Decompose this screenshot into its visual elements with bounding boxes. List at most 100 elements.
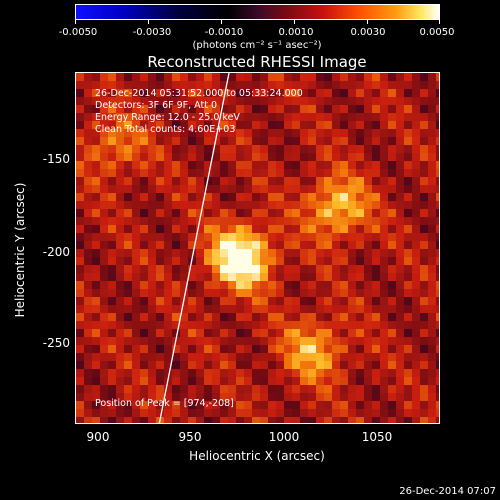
info-clean-counts: Clean Total counts: 4.60E+03 bbox=[95, 124, 236, 135]
heatmap-cell bbox=[316, 377, 324, 385]
heatmap-cell bbox=[276, 385, 284, 393]
heatmap-cell bbox=[108, 193, 116, 201]
heatmap-cell bbox=[212, 369, 220, 377]
heatmap-cell bbox=[140, 121, 148, 129]
heatmap-cell bbox=[220, 153, 228, 161]
heatmap-cell bbox=[340, 257, 348, 265]
heatmap-cell bbox=[380, 417, 388, 423]
heatmap-cell bbox=[324, 409, 332, 417]
heatmap-cell bbox=[164, 281, 172, 289]
heatmap-cell bbox=[260, 409, 268, 417]
heatmap-cell bbox=[412, 297, 420, 305]
heatmap-cell bbox=[236, 265, 244, 273]
heatmap-cell bbox=[196, 329, 204, 337]
heatmap-cell bbox=[100, 409, 108, 417]
heatmap-cell bbox=[404, 305, 412, 313]
heatmap-cell bbox=[372, 337, 380, 345]
heatmap-cell bbox=[76, 185, 84, 193]
heatmap-cell bbox=[340, 281, 348, 289]
heatmap-cell bbox=[124, 281, 132, 289]
heatmap-cell bbox=[372, 345, 380, 353]
heatmap-cell bbox=[364, 305, 372, 313]
heatmap-cell bbox=[236, 169, 244, 177]
heatmap-cell bbox=[308, 153, 316, 161]
heatmap-cell bbox=[76, 225, 84, 233]
heatmap-cell bbox=[396, 417, 404, 423]
heatmap-cell bbox=[324, 313, 332, 321]
heatmap-cell bbox=[100, 297, 108, 305]
heatmap-cell bbox=[76, 257, 84, 265]
heatmap-cell bbox=[236, 377, 244, 385]
heatmap-cell bbox=[156, 233, 164, 241]
heatmap-cell bbox=[212, 121, 220, 129]
heatmap-cell bbox=[404, 201, 412, 209]
heatmap-cell bbox=[148, 161, 156, 169]
heatmap-cell bbox=[172, 369, 180, 377]
heatmap-cell bbox=[132, 97, 140, 105]
heatmap-cell bbox=[164, 297, 172, 305]
heatmap-cell bbox=[92, 313, 100, 321]
heatmap-cell bbox=[364, 401, 372, 409]
heatmap-cell bbox=[156, 273, 164, 281]
heatmap-cell bbox=[348, 393, 356, 401]
heatmap-cell bbox=[124, 265, 132, 273]
heatmap-cell bbox=[292, 257, 300, 265]
heatmap-cell bbox=[428, 241, 436, 249]
heatmap-cell bbox=[276, 329, 284, 337]
heatmap-cell bbox=[204, 313, 212, 321]
heatmap-cell bbox=[156, 409, 164, 417]
heatmap-cell bbox=[316, 273, 324, 281]
heatmap-cell bbox=[100, 313, 108, 321]
heatmap-cell bbox=[396, 393, 404, 401]
heatmap-cell bbox=[292, 89, 300, 97]
heatmap-cell bbox=[332, 121, 340, 129]
heatmap-cell bbox=[372, 145, 380, 153]
heatmap-cell bbox=[220, 313, 228, 321]
heatmap-cell bbox=[324, 353, 332, 361]
heatmap-cell bbox=[292, 185, 300, 193]
heatmap-cell bbox=[164, 305, 172, 313]
heatmap-cell bbox=[316, 313, 324, 321]
heatmap-cell bbox=[332, 417, 340, 423]
heatmap-cell bbox=[236, 289, 244, 297]
heatmap-cell bbox=[244, 185, 252, 193]
heatmap-cell bbox=[252, 409, 260, 417]
heatmap-cell bbox=[108, 169, 116, 177]
heatmap-cell bbox=[436, 409, 439, 417]
heatmap-cell bbox=[404, 97, 412, 105]
heatmap-cell bbox=[116, 113, 124, 121]
heatmap-cell bbox=[140, 361, 148, 369]
heatmap-cell bbox=[364, 153, 372, 161]
heatmap-cell bbox=[428, 417, 436, 423]
heatmap-cell bbox=[244, 273, 252, 281]
heatmap-cell bbox=[140, 73, 148, 81]
heatmap-cell bbox=[340, 401, 348, 409]
heatmap-cell bbox=[396, 73, 404, 81]
heatmap-cell bbox=[180, 201, 188, 209]
heatmap-cell bbox=[316, 217, 324, 225]
heatmap-cell bbox=[148, 113, 156, 121]
heatmap-cell bbox=[276, 233, 284, 241]
heatmap-cell bbox=[412, 193, 420, 201]
heatmap-cell bbox=[116, 377, 124, 385]
heatmap-cell bbox=[388, 209, 396, 217]
heatmap-cell bbox=[156, 257, 164, 265]
heatmap-cell bbox=[364, 161, 372, 169]
heatmap-cell bbox=[236, 353, 244, 361]
heatmap-cell bbox=[420, 233, 428, 241]
heatmap-cell bbox=[108, 393, 116, 401]
heatmap-cell bbox=[356, 217, 364, 225]
heatmap-cell bbox=[156, 369, 164, 377]
heatmap-cell bbox=[244, 241, 252, 249]
heatmap-cell bbox=[204, 137, 212, 145]
heatmap-cell bbox=[108, 201, 116, 209]
heatmap-cell bbox=[436, 97, 439, 105]
heatmap-cell bbox=[132, 361, 140, 369]
heatmap-cell bbox=[332, 169, 340, 177]
heatmap-cell bbox=[92, 97, 100, 105]
heatmap-cell bbox=[276, 97, 284, 105]
heatmap-cell bbox=[428, 169, 436, 177]
heatmap-cell bbox=[108, 241, 116, 249]
heatmap-cell bbox=[404, 273, 412, 281]
heatmap-cell bbox=[436, 257, 439, 265]
